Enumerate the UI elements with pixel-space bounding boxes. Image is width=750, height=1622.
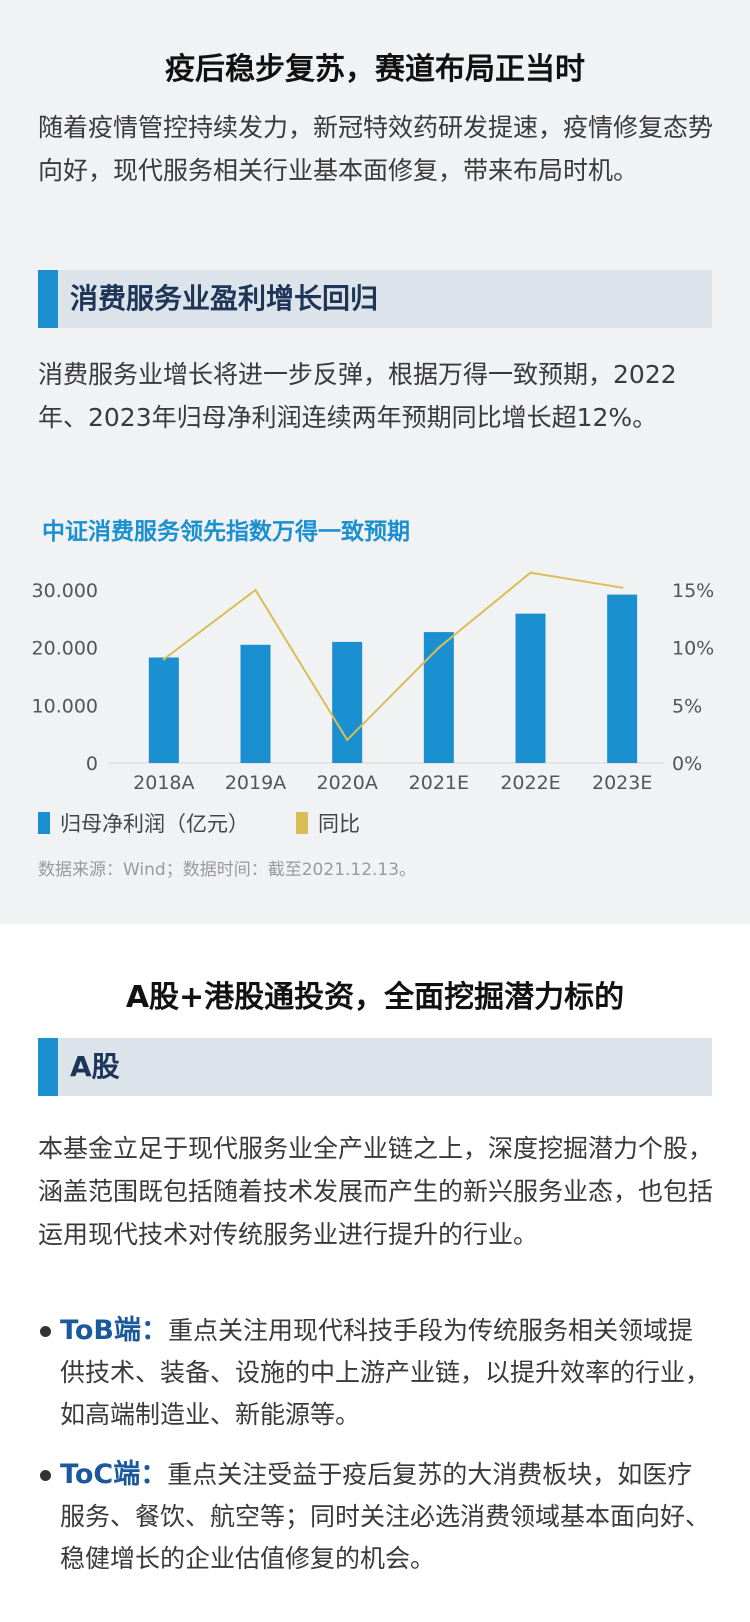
a-share-heading: A股 bbox=[70, 1050, 120, 1083]
legend-label-yoy: 同比 bbox=[318, 812, 360, 836]
bar-2021E bbox=[423, 632, 454, 763]
x-tick-label: 2018A bbox=[133, 772, 194, 794]
bar-2022E bbox=[515, 613, 546, 763]
bullet-body: 重点关注用现代科技手段为传统服务相关领域提供技术、装备、设施的中上游产业链，以提… bbox=[60, 1316, 711, 1429]
y-right-tick-label: 10% bbox=[672, 638, 714, 660]
subheading-bar: 消费服务业盈利增长回归 bbox=[38, 270, 712, 328]
legend-item-profit: 归母净利润（亿元） bbox=[38, 808, 249, 838]
a-share-bar: A股 bbox=[38, 1038, 712, 1096]
bar-2019A bbox=[240, 644, 271, 763]
y-left-tick-label: 20.000 bbox=[32, 638, 98, 660]
y-right-tick-label: 0% bbox=[672, 753, 702, 775]
fund-paragraph: 本基金立足于现代服务业全产业链之上，深度挖掘潜力个股，涵盖范围既包括随着技术发展… bbox=[38, 1134, 714, 1249]
yoy-point-2018A bbox=[162, 658, 166, 661]
section2-title: A股+港股通投资，全面挖掘潜力标的 bbox=[125, 980, 625, 1015]
bar-2018A bbox=[148, 657, 179, 763]
bullet-label: ToB端： bbox=[60, 1315, 168, 1346]
yoy-point-2023E bbox=[620, 586, 624, 589]
bar-2023E bbox=[607, 594, 638, 763]
x-tick-label: 2022E bbox=[500, 772, 560, 794]
legend-label-profit: 归母净利润（亿元） bbox=[60, 812, 249, 836]
investment-section: A股+港股通投资，全面挖掘潜力标的 A股 本基金立足于现代服务业全产业链之上，深… bbox=[0, 924, 750, 1622]
x-tick-label: 2020A bbox=[316, 772, 377, 794]
a-share-accent bbox=[38, 1038, 58, 1096]
yoy-point-2020A bbox=[345, 738, 349, 742]
chart-title: 中证消费服务领先指数万得一致预期 bbox=[42, 519, 410, 545]
data-source-note: 数据来源：Wind；数据时间：截至2021.12.13。 bbox=[38, 860, 417, 880]
x-tick-label: 2019A bbox=[225, 772, 286, 794]
bullet-text: ToC端：重点关注受益于疫后复苏的大消费板块，如医疗服务、餐饮、航空等；同时关注… bbox=[60, 1454, 714, 1580]
subheading-accent bbox=[38, 270, 58, 328]
legend-swatch-profit bbox=[38, 812, 50, 834]
intro-paragraph: 随着疫情管控持续发力，新冠特效药研发提速，疫情修复态势向好，现代服务相关行业基本… bbox=[38, 113, 714, 185]
y-left-tick-label: 30.000 bbox=[32, 580, 98, 602]
bullet-body: 重点关注受益于疫后复苏的大消费板块，如医疗服务、餐饮、航空等；同时关注必选消费领… bbox=[60, 1460, 711, 1573]
profit-paragraph: 消费服务业增长将进一步反弹，根据万得一致预期，2022年、2023年归母净利润连… bbox=[38, 360, 677, 432]
yoy-point-2021E bbox=[437, 646, 441, 649]
bullet-dot bbox=[40, 1326, 51, 1337]
yoy-point-2019A bbox=[254, 588, 257, 592]
y-left-tick-label: 10.000 bbox=[32, 695, 98, 717]
x-tick-label: 2023E bbox=[592, 772, 652, 794]
bullet-toc: ToC端：重点关注受益于疫后复苏的大消费板块，如医疗服务、餐饮、航空等；同时关注… bbox=[38, 1454, 714, 1580]
bullet-tob: ToB端：重点关注用现代科技手段为传统服务相关领域提供技术、装备、设施的中上游产… bbox=[38, 1310, 714, 1436]
bullet-dot bbox=[40, 1470, 51, 1481]
subheading-text: 消费服务业盈利增长回归 bbox=[70, 282, 379, 315]
bar-2020A bbox=[332, 641, 363, 763]
legend-swatch-yoy bbox=[296, 812, 308, 834]
y-right-tick-label: 15% bbox=[672, 580, 714, 602]
section-title: 疫后稳步复苏，赛道布局正当时 bbox=[165, 52, 585, 87]
bullet-text: ToB端：重点关注用现代科技手段为传统服务相关领域提供技术、装备、设施的中上游产… bbox=[60, 1310, 714, 1436]
y-right-tick-label: 5% bbox=[672, 695, 702, 717]
yoy-point-2022E bbox=[529, 571, 532, 574]
legend-item-yoy: 同比 bbox=[296, 808, 360, 838]
bullet-label: ToC端： bbox=[60, 1459, 168, 1490]
profit-chart: 0 10.000 20.000 30.000 0% 5% 10% 15% 2018A 2019A 2… bbox=[32, 571, 714, 794]
x-tick-label: 2021E bbox=[409, 772, 469, 794]
recovery-section: 疫后稳步复苏，赛道布局正当时 随着疫情管控持续发力，新冠特效药研发提速，疫情修复… bbox=[0, 0, 750, 924]
y-left-tick-label: 0 bbox=[86, 753, 98, 775]
yoy-line bbox=[163, 571, 623, 742]
